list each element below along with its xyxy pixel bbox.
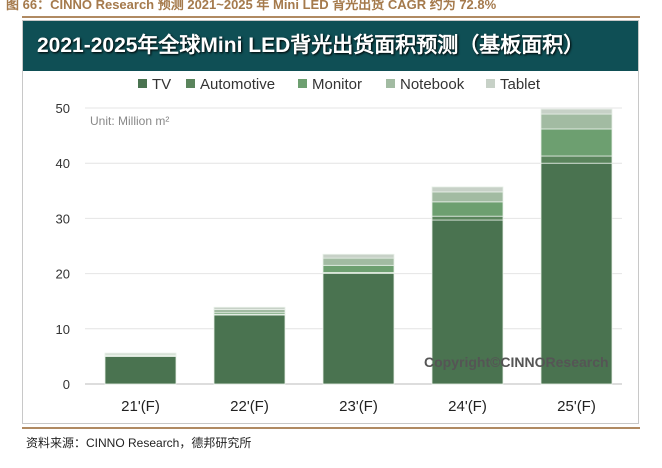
x-tick-label: 25'(F)	[557, 398, 596, 415]
legend-label: TV	[152, 76, 171, 93]
y-tick-label: 40	[56, 156, 70, 171]
y-tick-label: 20	[56, 267, 70, 282]
chart-title: 2021-2025年全球Mini LED背光出货面积预测（基板面积）	[23, 21, 638, 71]
legend-label: Monitor	[312, 76, 362, 93]
legend-swatch	[298, 79, 307, 88]
bar-segment-automotive	[540, 155, 613, 164]
x-tick-label: 23'(F)	[339, 398, 378, 415]
bar-segment-tv	[540, 162, 613, 385]
bar-segment-tv	[431, 219, 504, 385]
unit-label: Unit: Million m²	[90, 114, 169, 128]
bar-segment-tablet	[213, 306, 286, 310]
y-tick-label: 10	[56, 322, 70, 337]
bar-segment-tv	[213, 314, 286, 385]
y-tick-label: 30	[56, 211, 70, 226]
top-rule	[22, 16, 640, 18]
source-note: 资料来源：CINNO Research，德邦研究所	[26, 436, 252, 450]
x-tick-label: 22'(F)	[230, 398, 269, 415]
legend-label: Automotive	[200, 76, 275, 93]
bar-segment-monitor	[540, 128, 613, 157]
x-tick-label: 21'(F)	[121, 398, 160, 415]
bar-segment-tablet	[431, 186, 504, 193]
bottom-rule	[22, 427, 640, 429]
bar-segment-notebook	[322, 257, 395, 266]
legend-swatch	[186, 79, 195, 88]
bar-segment-notebook	[213, 309, 286, 314]
legend-label: Notebook	[400, 76, 465, 93]
legend-swatch	[138, 79, 147, 88]
bar-segment-monitor	[322, 264, 395, 273]
bar-segment-tablet	[540, 108, 613, 115]
bar-segment-automotive	[431, 215, 504, 221]
legend-swatch	[386, 79, 395, 88]
y-tick-label: 0	[63, 377, 70, 392]
bar-segment-notebook	[431, 191, 504, 203]
bar-segment-notebook	[540, 113, 613, 130]
figure-caption: 图 66：CINNO Research 预测 2021~2025 年 Mini …	[6, 0, 497, 12]
legend-swatch	[486, 79, 495, 88]
bar-segment-tv	[104, 355, 177, 385]
x-tick-label: 24'(F)	[448, 398, 487, 415]
y-tick-label: 50	[56, 101, 70, 116]
bar-segment-monitor	[431, 201, 504, 217]
bar-segment-tablet	[104, 352, 177, 355]
bar-segment-tv	[322, 273, 395, 385]
watermark: Copyright©CINNOResearch	[424, 354, 609, 370]
legend-label: Tablet	[500, 76, 541, 93]
bar-segment-tablet	[322, 253, 395, 259]
